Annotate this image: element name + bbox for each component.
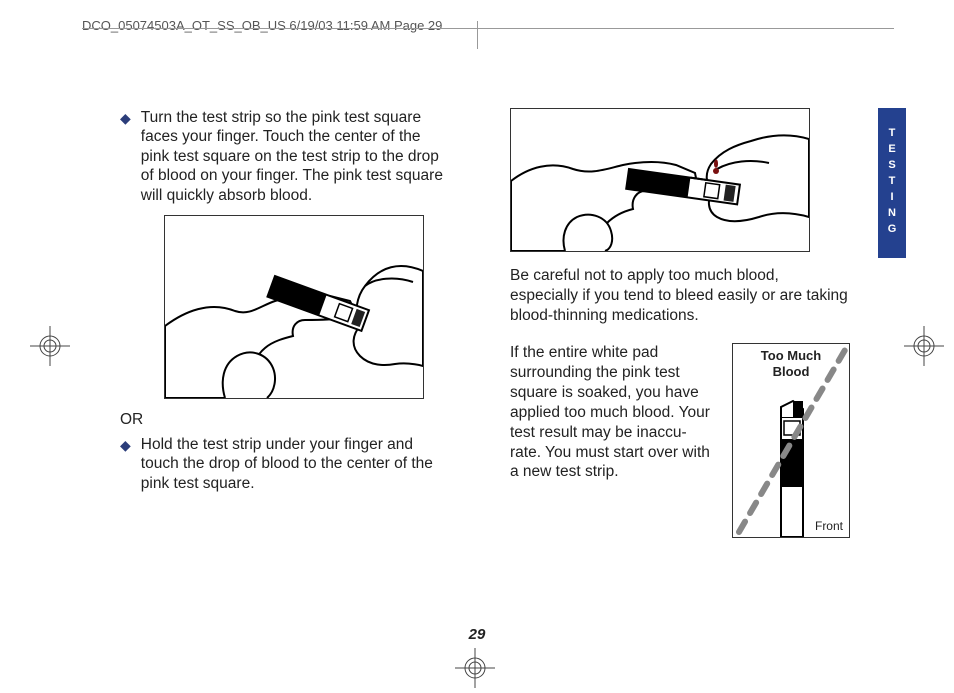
illustration-strip-touch-top: [164, 215, 424, 399]
or-separator: OR: [120, 411, 450, 429]
diamond-bullet-icon: ◆: [120, 108, 141, 205]
page-root: DCO_05074503A_OT_SS_OB_US 6/19/03 11:59 …: [0, 0, 954, 693]
registration-mark-right: [904, 326, 944, 366]
too-much-warning-box: Too Much Blood: [732, 343, 850, 538]
too-much-block: If the entire white pad surrounding the …: [510, 343, 850, 543]
illustration-strip-under-finger: [510, 108, 810, 252]
bullet-2-text: Hold the test strip under your finger an…: [141, 435, 450, 493]
diamond-bullet-icon: ◆: [120, 435, 141, 493]
warning-title-line2: Blood: [773, 364, 810, 379]
bullet-1-text: Turn the test strip so the pink test squ…: [141, 108, 450, 205]
header-center-mark: [477, 21, 478, 49]
registration-mark-bottom: [455, 648, 495, 688]
bullet-item-2: ◆ Hold the test strip under your finger …: [120, 435, 450, 493]
print-header: DCO_05074503A_OT_SS_OB_US 6/19/03 11:59 …: [82, 18, 904, 42]
warning-title-line1: Too Much: [761, 348, 821, 363]
bullet-item-1: ◆ Turn the test strip so the pink test s…: [120, 108, 450, 205]
too-much-text: If the entire white pad surrounding the …: [510, 343, 710, 482]
page-number: 29: [0, 626, 954, 643]
print-slug: DCO_05074503A_OT_SS_OB_US 6/19/03 11:59 …: [82, 18, 442, 33]
header-rule: [82, 28, 894, 29]
warning-title: Too Much Blood: [733, 344, 849, 379]
right-column: Be careful not to apply too much blood, …: [510, 108, 850, 543]
front-label: Front: [815, 519, 843, 533]
left-column: ◆ Turn the test strip so the pink test s…: [120, 108, 450, 493]
registration-mark-left: [30, 326, 70, 366]
content-area: ◆ Turn the test strip so the pink test s…: [120, 108, 900, 628]
caution-text: Be careful not to apply too much blood, …: [510, 266, 850, 325]
